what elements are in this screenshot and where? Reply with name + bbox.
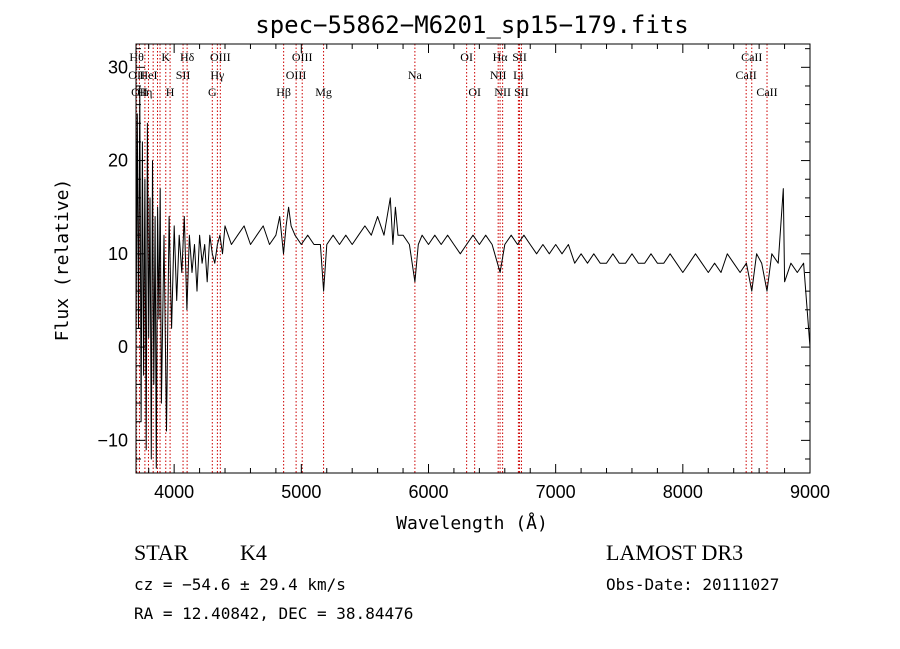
line-label: G [208,85,217,99]
x-tick-label: 5000 [281,482,321,502]
x-axis: 4000 5000 6000 7000 8000 9000 [148,44,830,502]
line-label: Hη [137,85,152,99]
plot-frame [135,43,811,474]
line-label: SII [512,50,527,64]
line-label: CaII [756,85,777,99]
observation-date: Obs-Date: 20111027 [606,575,779,594]
y-axis: −10 0 10 20 30 [97,48,810,460]
chart-title: spec−55862−M6201_sp15−179.fits [255,11,688,39]
line-label: SII [176,68,191,82]
line-label: Hγ [210,68,225,82]
line-label: OIII [286,68,307,82]
line-label: OI [468,85,481,99]
y-tick-label: 20 [108,151,128,171]
line-label: Hα [493,50,509,64]
line-label: Hβ [276,85,291,99]
survey-name: LAMOST DR3 [606,540,743,565]
line-label: NII [494,85,511,99]
x-tick-label: 4000 [154,482,194,502]
line-label: OI [460,50,473,64]
line-label: Hθ [129,50,144,64]
line-label: HeI [139,68,157,82]
line-label: K [161,50,170,64]
line-label: Li [513,68,524,82]
spectral-line-labels: HθOIIOIIHηHeIKHSIIHδGHγOIIIHβOIIIOIIIMgN… [128,50,777,99]
y-tick-label: −10 [97,430,128,450]
spectrum-series [135,85,811,469]
line-label: OIII [210,50,231,64]
x-tick-label: 6000 [408,482,448,502]
x-tick-label: 9000 [790,482,830,502]
series-line-flux [135,85,811,469]
line-label: Hδ [180,50,195,64]
line-label: OIII [292,50,313,64]
object-class: STAR [134,540,189,565]
line-label: CaII [741,50,762,64]
x-axis-label: Wavelength (Å) [396,512,548,534]
y-tick-label: 30 [108,57,128,77]
line-label: NII [490,68,507,82]
object-subclass: K4 [240,540,267,565]
y-axis-label: Flux (relative) [52,179,73,342]
line-label: SII [514,85,529,99]
redshift-velocity: cz = −54.6 ± 29.4 km/s [134,575,346,594]
x-tick-label: 8000 [663,482,703,502]
y-tick-label: 0 [118,337,128,357]
line-label: Mg [315,85,332,99]
spectral-line-markers [136,44,768,473]
x-tick-label: 7000 [536,482,576,502]
line-label: OII [128,68,145,82]
y-tick-label: 10 [108,244,128,264]
line-label: H [166,85,175,99]
line-label: CaII [735,68,756,82]
sky-coordinates: RA = 12.40842, DEC = 38.84476 [134,604,413,623]
line-label: Na [408,68,423,82]
